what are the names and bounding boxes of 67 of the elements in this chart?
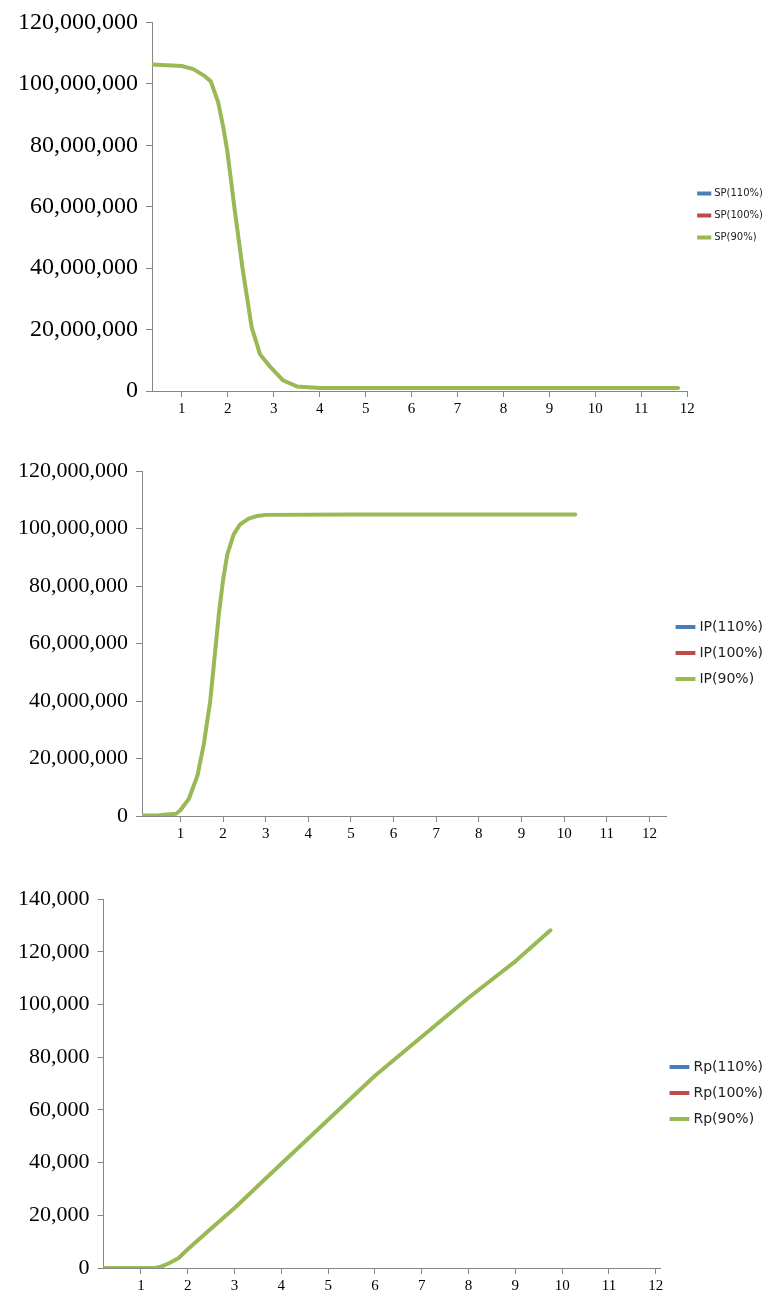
x-tick-label: 12 (648, 1276, 664, 1293)
x-tick-label: 4 (304, 824, 313, 841)
x-tick-label: 1 (178, 399, 186, 416)
x-tick-label: 3 (261, 824, 270, 841)
y-tick-label: 40,000,000 (30, 253, 138, 280)
legend-label: Rp(90%) (693, 1109, 755, 1126)
y-tick-label: 40,000,000 (29, 686, 128, 712)
y-tick-label: 0 (78, 1253, 90, 1279)
y-tick-label: 100,000 (18, 990, 90, 1016)
x-tick-label: 11 (601, 1276, 617, 1293)
x-tick-label: 10 (556, 824, 572, 841)
x-tick-label: 9 (545, 399, 554, 416)
y-tick-label: 0 (126, 376, 138, 403)
y-tick-label: 20,000,000 (29, 744, 128, 770)
x-tick-label: 8 (464, 1276, 473, 1293)
x-tick-label: 3 (230, 1276, 239, 1293)
x-tick-label: 2 (183, 1276, 192, 1293)
y-tick-label: 100,000,000 (18, 69, 138, 96)
y-tick-label: 80,000,000 (29, 571, 128, 597)
y-tick-label: 20,000,000 (30, 314, 138, 341)
x-tick-label: 6 (389, 824, 398, 841)
y-tick-label: 120,000 (18, 937, 90, 963)
legend-label: IP(90%) (699, 669, 755, 686)
y-tick-label: 140,000 (18, 884, 90, 910)
x-tick-label: 4 (277, 1276, 286, 1293)
x-tick-label: 7 (432, 824, 441, 841)
x-tick-label: 5 (347, 824, 355, 841)
x-tick-label: 1 (176, 824, 185, 841)
y-tick-label: 60,000,000 (30, 192, 138, 218)
y-tick-label: 80,000,000 (30, 130, 138, 157)
legend-label: SP(110%) (714, 187, 764, 199)
legend-label: IP(110%) (699, 617, 764, 634)
x-tick-label: 12 (679, 399, 695, 416)
x-tick-label: 4 (315, 399, 324, 416)
y-tick-label: 40,000 (29, 1148, 90, 1174)
x-tick-label: 5 (324, 1276, 332, 1293)
x-tick-label: 12 (641, 824, 657, 841)
x-tick-label: 8 (475, 824, 483, 841)
y-tick-label: 60,000,000 (29, 629, 128, 655)
y-tick-label: 0 (117, 801, 128, 827)
x-tick-label: 11 (634, 399, 649, 416)
y-tick-label: 120,000,000 (18, 7, 138, 34)
x-tick-label: 7 (453, 399, 462, 416)
x-tick-label: 1 (137, 1276, 145, 1293)
x-tick-label: 6 (407, 399, 416, 416)
x-tick-label: 8 (499, 399, 508, 416)
x-tick-label: 5 (361, 399, 370, 416)
x-tick-label: 7 (418, 1276, 426, 1293)
legend-label: SP(90%) (714, 231, 757, 243)
x-tick-label: 11 (599, 824, 615, 841)
x-tick-label: 10 (587, 399, 603, 416)
legend-label: SP(100%) (714, 209, 764, 221)
y-tick-label: 100,000,000 (18, 514, 128, 540)
y-tick-label: 80,000 (29, 1043, 90, 1069)
x-tick-label: 10 (554, 1276, 570, 1293)
y-tick-label: 60,000 (29, 1095, 90, 1121)
y-tick-label: 20,000 (29, 1201, 90, 1227)
legend-label: Rp(110%) (693, 1057, 763, 1074)
y-tick-label: 120,000,000 (18, 456, 128, 482)
x-tick-label: 6 (371, 1276, 380, 1293)
legend-label: Rp(100%) (693, 1083, 763, 1100)
x-tick-label: 9 (511, 1276, 520, 1293)
x-tick-label: 9 (517, 824, 526, 841)
legend-label: IP(100%) (699, 643, 764, 660)
x-tick-label: 3 (270, 399, 278, 416)
x-tick-label: 2 (224, 399, 232, 416)
x-tick-label: 2 (219, 824, 227, 841)
